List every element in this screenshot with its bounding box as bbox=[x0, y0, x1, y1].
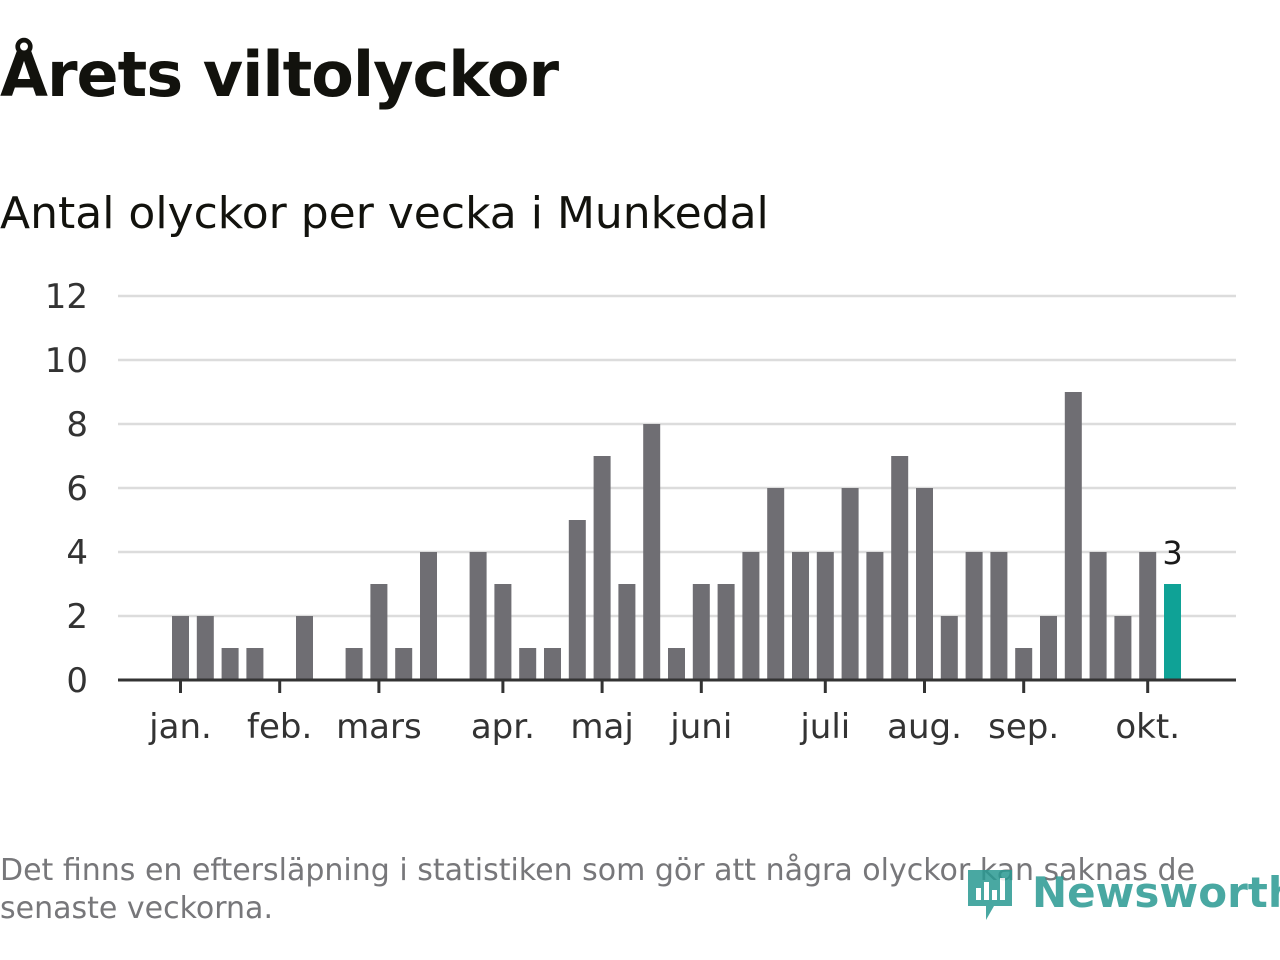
bar-chart: 0 2 4 6 8 10 12 jan. feb. mars apr. maj juni juli aug… bbox=[45, 277, 1236, 747]
y-tick-label: 6 bbox=[66, 469, 88, 509]
bar bbox=[544, 648, 561, 680]
bar bbox=[668, 648, 685, 680]
x-tick-label: sep. bbox=[988, 707, 1059, 747]
bar bbox=[1114, 616, 1132, 680]
bar bbox=[593, 456, 611, 680]
y-tick-label: 8 bbox=[66, 405, 88, 445]
x-tick-label: juli bbox=[799, 707, 850, 747]
bar bbox=[494, 584, 512, 680]
bar bbox=[469, 552, 487, 680]
y-tick-label: 12 bbox=[45, 277, 88, 317]
bar bbox=[643, 424, 661, 680]
bars bbox=[172, 392, 1181, 680]
bar bbox=[816, 552, 834, 680]
bar bbox=[792, 552, 809, 680]
y-axis: 0 2 4 6 8 10 12 bbox=[45, 277, 88, 701]
bar bbox=[568, 520, 586, 680]
y-tick-label: 2 bbox=[66, 597, 88, 637]
bar bbox=[965, 552, 983, 680]
bar bbox=[717, 584, 735, 680]
bar bbox=[221, 648, 239, 680]
y-tick-label: 4 bbox=[66, 533, 88, 573]
page-title: Årets viltolyckor bbox=[0, 38, 559, 111]
bar bbox=[172, 616, 189, 680]
bar bbox=[1015, 648, 1033, 680]
brand-name: Newsworthy bbox=[1032, 867, 1280, 917]
bar bbox=[618, 584, 636, 680]
bar bbox=[692, 584, 710, 680]
bar bbox=[519, 648, 537, 680]
bar bbox=[767, 488, 785, 680]
bar bbox=[1139, 552, 1157, 680]
x-tick-label: feb. bbox=[247, 707, 312, 747]
chart-subtitle: Antal olyckor per vecka i Munkedal bbox=[0, 188, 769, 239]
bar bbox=[1064, 392, 1082, 680]
bar bbox=[940, 616, 958, 680]
bar bbox=[420, 552, 437, 680]
data-label: 3 bbox=[1162, 534, 1182, 572]
bar bbox=[296, 616, 313, 680]
brand-logo: Newsworthy bbox=[964, 860, 1280, 924]
x-tick-label: jan. bbox=[148, 707, 212, 747]
x-tick-label: okt. bbox=[1115, 707, 1180, 747]
y-tick-label: 0 bbox=[66, 661, 88, 701]
data-labels: 3 bbox=[1162, 534, 1182, 572]
x-tick-label: mars bbox=[336, 707, 422, 747]
bar-highlight bbox=[1164, 584, 1181, 680]
bar bbox=[841, 488, 859, 680]
bar bbox=[916, 488, 933, 680]
bar bbox=[891, 456, 909, 680]
x-axis: jan. feb. mars apr. maj juni juli aug. sep. okt. bbox=[118, 678, 1236, 747]
x-tick-label: maj bbox=[570, 707, 633, 747]
bar bbox=[395, 648, 413, 680]
bar bbox=[742, 552, 760, 680]
bar bbox=[866, 552, 884, 680]
bar bbox=[196, 616, 214, 680]
bar bbox=[246, 648, 264, 680]
bar bbox=[1089, 552, 1107, 680]
bar bbox=[1040, 616, 1057, 680]
x-tick-label: aug. bbox=[887, 707, 962, 747]
bar bbox=[345, 648, 363, 680]
newsworthy-logo-icon bbox=[968, 870, 1012, 920]
x-tick-label: apr. bbox=[471, 707, 535, 747]
y-tick-label: 10 bbox=[45, 341, 88, 381]
x-tick-label: juni bbox=[669, 707, 732, 747]
bar bbox=[990, 552, 1008, 680]
bar bbox=[370, 584, 388, 680]
